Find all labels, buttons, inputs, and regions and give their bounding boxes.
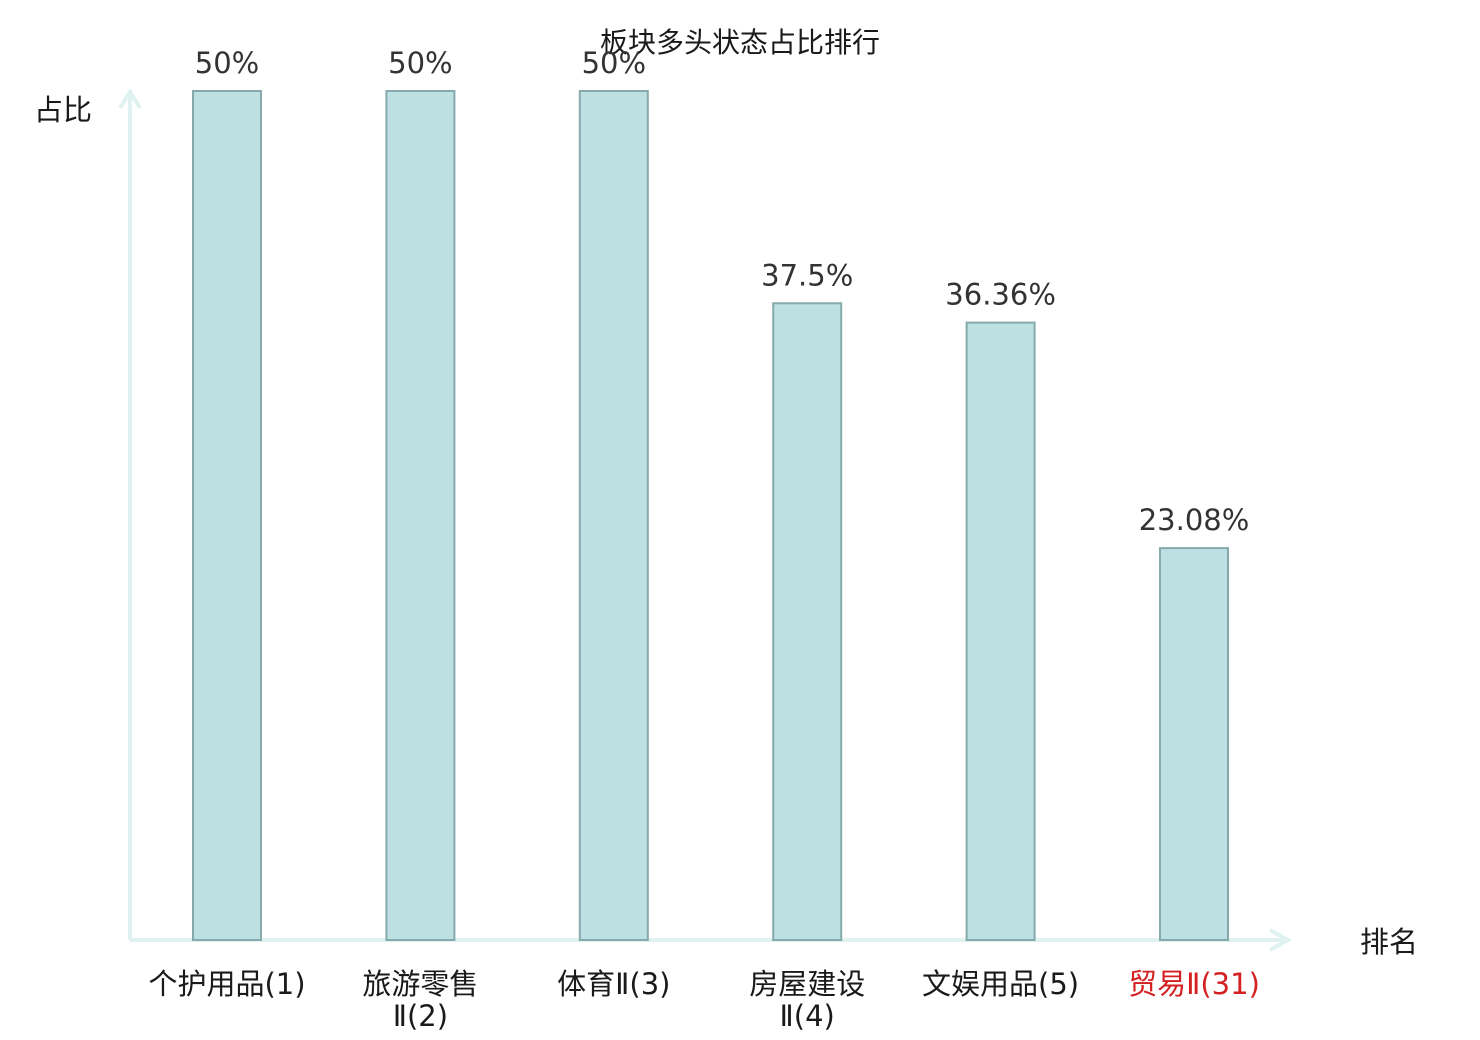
value-label-5: 36.36% <box>945 278 1056 312</box>
value-label-4: 37.5% <box>761 258 853 292</box>
category-label-6: 贸易Ⅱ(31) <box>1128 967 1260 1001</box>
category-label-3: 体育Ⅱ(3) <box>557 967 670 1001</box>
category-label-4-line-2: Ⅱ(4) <box>780 999 835 1033</box>
bar-6 <box>1159 547 1229 942</box>
category-label-2-line-2: Ⅱ(2) <box>393 999 448 1033</box>
bar-2 <box>385 90 456 941</box>
bars-group <box>192 90 1229 942</box>
category-label-1: 个护用品(1) <box>148 967 305 1001</box>
value-label-3: 50% <box>582 46 646 80</box>
category-label-5: 文娱用品(5) <box>922 967 1079 1001</box>
x-axis-arrow <box>1269 928 1293 952</box>
value-labels-group: 50% 50% 50% 37.5% 36.36% 23.08% <box>195 46 1250 537</box>
y-axis-arrow <box>118 88 142 110</box>
value-label-2: 50% <box>388 46 452 80</box>
category-label-2-line-1: 旅游零售 <box>362 967 478 1001</box>
category-label-4-line-1: 房屋建设 <box>749 967 865 1001</box>
bar-3 <box>578 90 649 941</box>
value-label-6: 23.08% <box>1139 503 1250 537</box>
axes <box>118 88 1293 952</box>
bar-5 <box>965 321 1036 942</box>
y-axis-label: 占比 <box>34 93 92 127</box>
value-label-1: 50% <box>195 46 259 80</box>
bar-1 <box>192 90 262 941</box>
chart-title: 板块多头状态占比排行 <box>600 26 880 59</box>
bar-4 <box>772 302 843 941</box>
x-axis-label: 排名 <box>1360 925 1418 959</box>
